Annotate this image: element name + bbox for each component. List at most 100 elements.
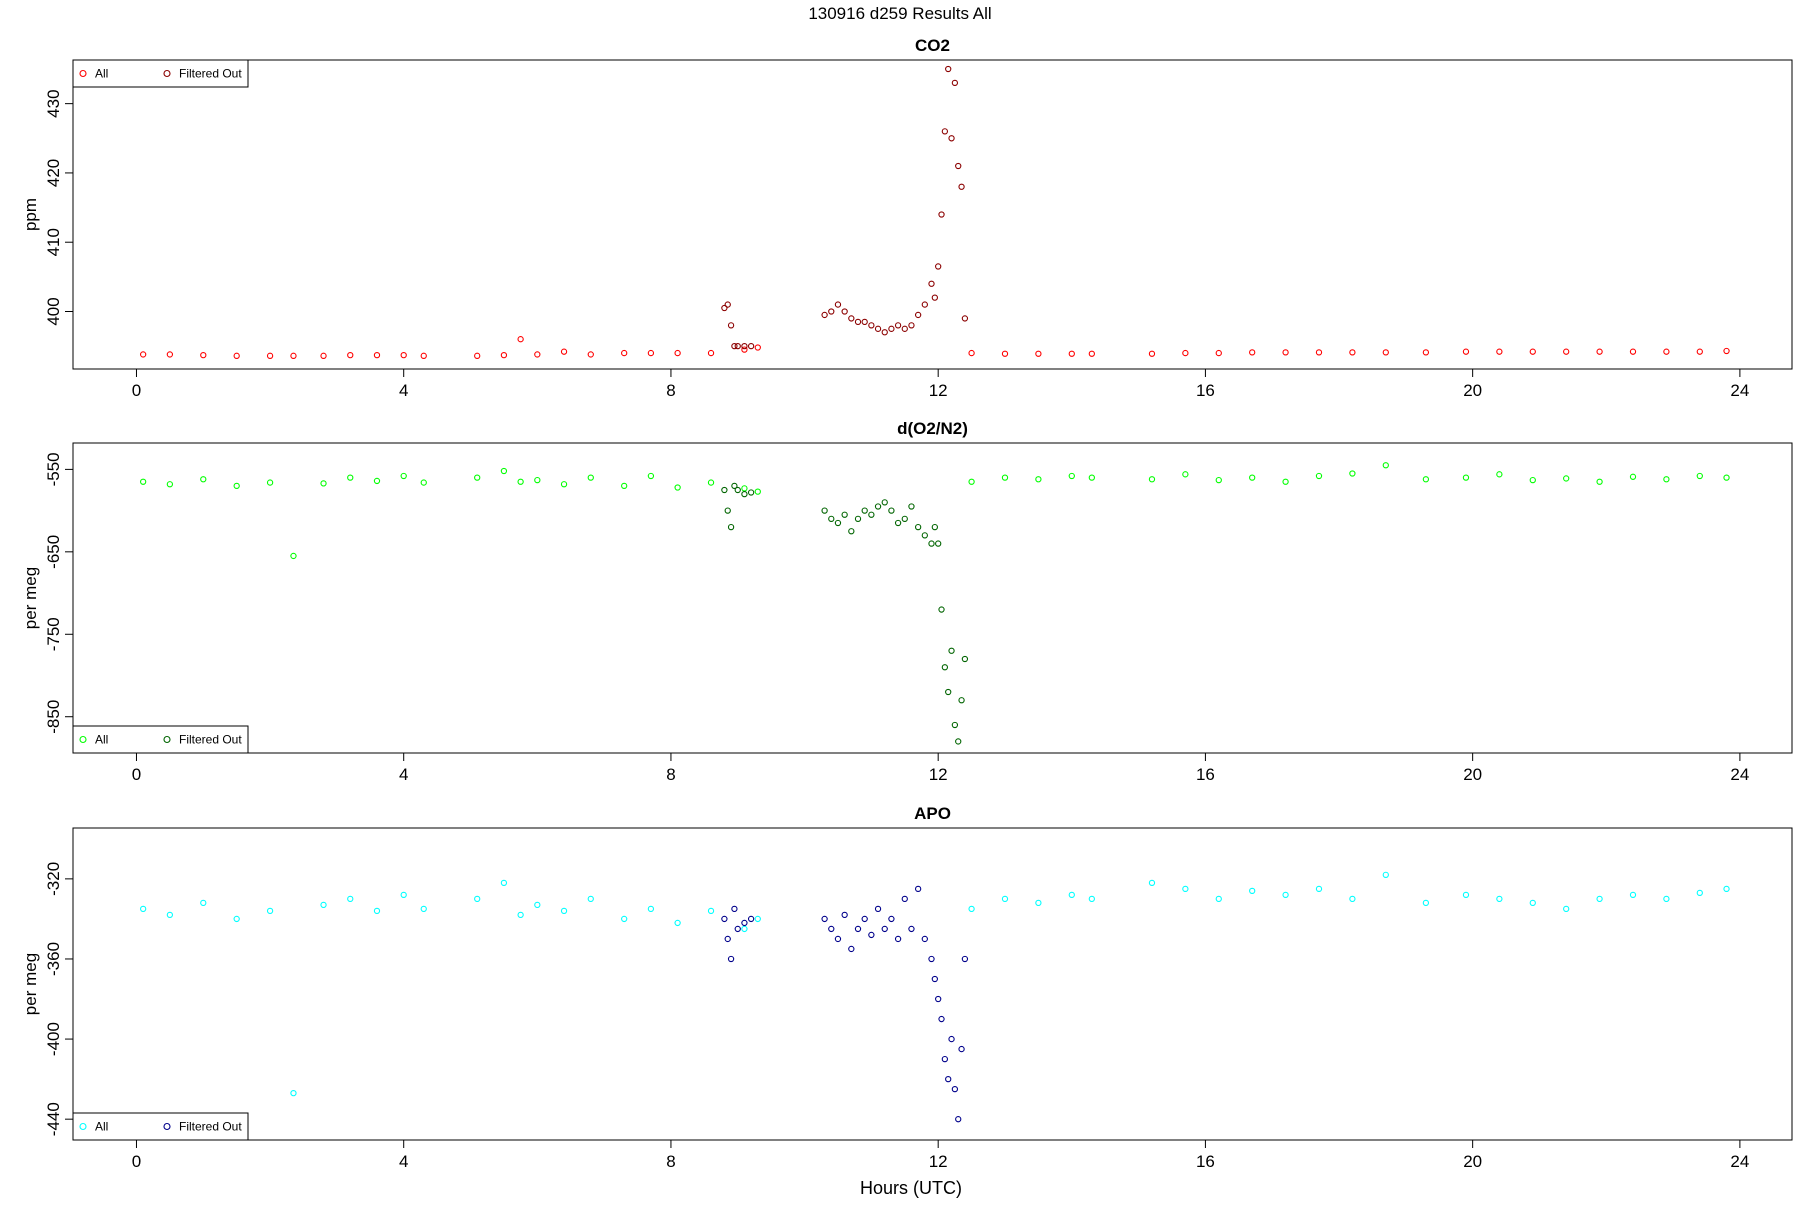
y-tick-label: -400 bbox=[44, 1022, 63, 1056]
data-point bbox=[724, 935, 731, 943]
data-point bbox=[955, 1116, 962, 1123]
x-tick-label: 4 bbox=[399, 381, 408, 400]
data-point bbox=[747, 489, 755, 496]
data-point bbox=[881, 499, 888, 506]
data-point bbox=[347, 895, 354, 903]
data-point bbox=[951, 721, 959, 729]
data-layer bbox=[139, 871, 1730, 1123]
data-point bbox=[888, 507, 895, 514]
data-point bbox=[1249, 474, 1256, 481]
data-point bbox=[1462, 891, 1470, 899]
y-axis-label: ppm bbox=[21, 198, 40, 231]
data-point bbox=[881, 329, 888, 336]
legend-box bbox=[72, 725, 249, 754]
x-tick-label: 24 bbox=[1730, 765, 1749, 784]
data-point bbox=[200, 476, 207, 483]
data-point bbox=[1596, 478, 1603, 485]
data-point bbox=[500, 879, 508, 887]
data-point bbox=[1148, 476, 1156, 483]
data-point bbox=[1462, 348, 1470, 355]
x-tick-label: 24 bbox=[1730, 381, 1749, 400]
plot-frame bbox=[72, 827, 1793, 1141]
data-point bbox=[1382, 462, 1389, 469]
data-point bbox=[1282, 478, 1289, 485]
data-point bbox=[958, 183, 965, 190]
data-point bbox=[881, 925, 888, 933]
data-point bbox=[1282, 891, 1289, 899]
data-point bbox=[928, 955, 935, 963]
data-point bbox=[1148, 350, 1156, 357]
data-point bbox=[908, 322, 915, 329]
x-tick-label: 12 bbox=[929, 1152, 948, 1171]
data-point bbox=[938, 606, 945, 613]
data-point bbox=[1596, 348, 1603, 355]
data-point bbox=[874, 325, 882, 332]
data-point bbox=[868, 511, 875, 518]
data-point bbox=[266, 907, 274, 915]
y-tick-label: 400 bbox=[44, 297, 63, 325]
data-point bbox=[928, 540, 935, 547]
legend-marker bbox=[163, 735, 171, 744]
legend-marker bbox=[163, 1122, 171, 1131]
legend-label: Filtered Out bbox=[179, 67, 242, 81]
data-point bbox=[139, 905, 147, 913]
data-point bbox=[955, 738, 962, 745]
data-point bbox=[474, 895, 481, 903]
data-point bbox=[861, 318, 868, 326]
data-point bbox=[674, 349, 681, 357]
panel: d(O2/N2) per meg 0 4 8 12 16 20 24 -550 -650 -750 -8… bbox=[21, 419, 1793, 784]
data-point bbox=[166, 481, 174, 488]
data-point bbox=[948, 647, 955, 654]
legend-box bbox=[72, 59, 249, 88]
data-point bbox=[647, 349, 655, 357]
data-point bbox=[1496, 471, 1503, 478]
data-point bbox=[958, 697, 965, 704]
data-point bbox=[1182, 471, 1189, 478]
data-point bbox=[233, 915, 240, 923]
data-point bbox=[828, 308, 835, 315]
x-tick-label: 0 bbox=[132, 381, 141, 400]
data-point bbox=[1723, 347, 1730, 355]
data-point bbox=[474, 352, 481, 359]
data-point bbox=[935, 540, 942, 547]
data-point bbox=[901, 515, 908, 523]
data-point bbox=[139, 478, 147, 485]
data-point bbox=[958, 1045, 965, 1053]
data-point bbox=[935, 263, 942, 270]
data-point bbox=[727, 523, 735, 531]
data-point bbox=[1629, 348, 1637, 355]
data-point bbox=[1315, 472, 1323, 480]
legend-label: All bbox=[95, 67, 108, 81]
y-tick-label: 420 bbox=[44, 159, 63, 187]
data-point bbox=[861, 915, 868, 923]
data-point bbox=[200, 899, 207, 907]
data-point bbox=[821, 507, 828, 514]
data-point bbox=[828, 925, 835, 933]
data-point bbox=[821, 915, 828, 923]
x-tick-label: 4 bbox=[399, 765, 408, 784]
data-point bbox=[166, 351, 174, 358]
data-point bbox=[373, 907, 381, 915]
data-point bbox=[921, 301, 928, 308]
y-tick-label: -750 bbox=[44, 617, 63, 651]
data-point bbox=[938, 211, 945, 218]
panel: APO per meg 0 4 8 12 16 20 24 -320 -360 -400 -440 All… bbox=[21, 804, 1793, 1171]
data-point bbox=[901, 895, 908, 903]
data-point bbox=[420, 352, 427, 359]
data-point bbox=[841, 911, 848, 919]
data-point bbox=[1422, 476, 1430, 483]
data-point bbox=[587, 895, 594, 903]
data-point bbox=[888, 915, 895, 923]
data-point bbox=[1349, 470, 1356, 477]
data-point bbox=[560, 907, 568, 915]
x-tick-label: 8 bbox=[666, 765, 675, 784]
data-point bbox=[1563, 475, 1570, 482]
y-tick-label: 430 bbox=[44, 89, 63, 117]
data-point bbox=[1001, 474, 1009, 481]
data-point bbox=[968, 478, 975, 485]
data-point bbox=[727, 322, 735, 329]
data-point bbox=[1723, 474, 1730, 481]
data-point bbox=[741, 925, 748, 933]
data-point bbox=[948, 1035, 955, 1043]
